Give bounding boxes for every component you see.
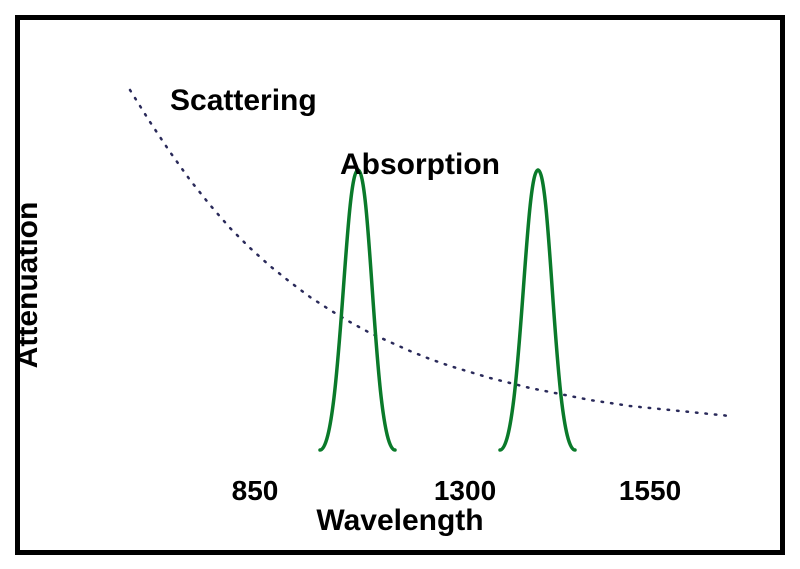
plot-area: Scattering Absorption 850 1300 1550 (70, 50, 750, 510)
chart-frame: Attenuation Scattering Absorption 850130… (15, 15, 785, 555)
y-axis-label: Attenuation (11, 201, 45, 368)
x-tick: 850 (232, 475, 279, 507)
absorption-peak-2 (500, 170, 575, 450)
absorption-label: Absorption (340, 148, 500, 182)
x-tick: 1300 (434, 475, 496, 507)
x-tick: 1550 (619, 475, 681, 507)
scattering-curve (130, 90, 730, 416)
x-axis-label: Wavelength (316, 504, 483, 538)
scattering-label: Scattering (170, 84, 317, 118)
chart-svg (70, 50, 750, 510)
absorption-peak-1 (320, 170, 395, 450)
